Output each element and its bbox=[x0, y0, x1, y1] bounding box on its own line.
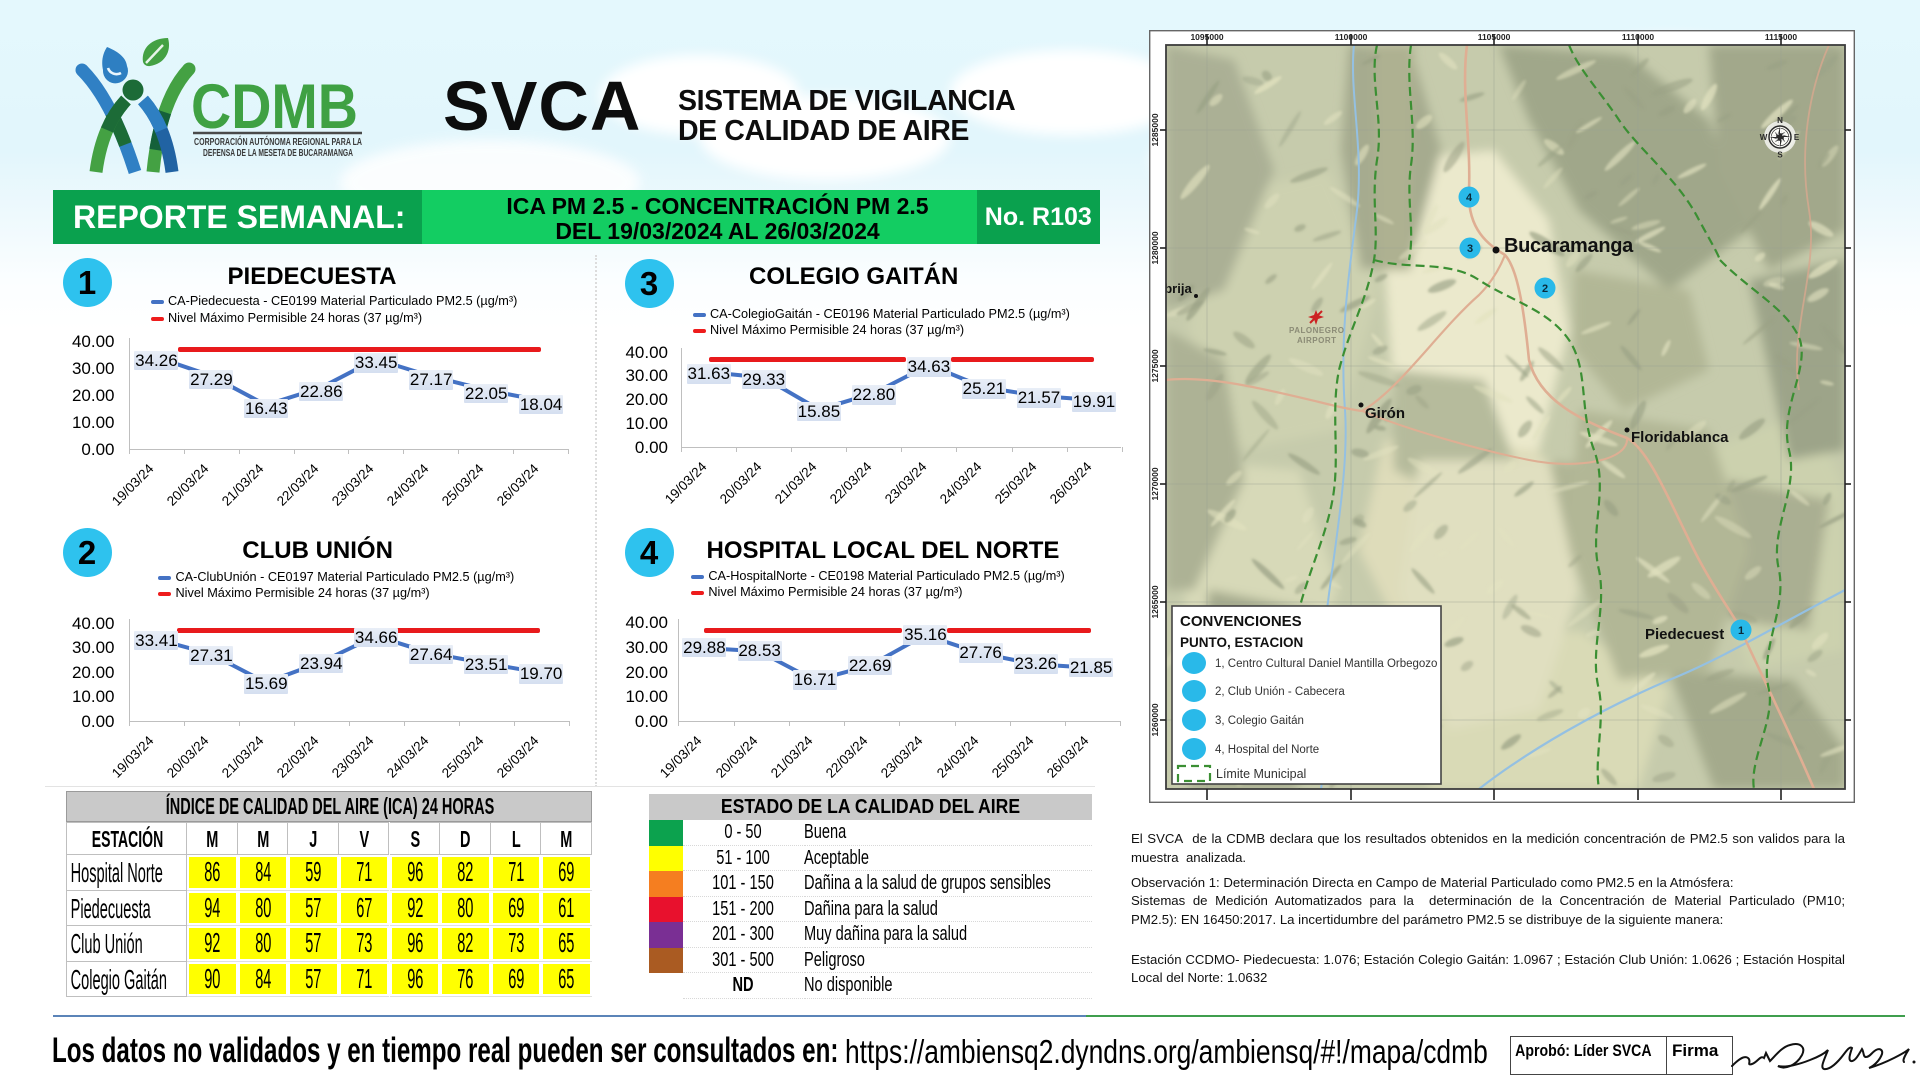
svg-text:CDMB: CDMB bbox=[191, 72, 358, 142]
svg-text:1275000: 1275000 bbox=[1150, 349, 1160, 382]
svg-text:2, Club Unión - Cabecera: 2, Club Unión - Cabecera bbox=[1215, 686, 1345, 698]
svg-text:1280000: 1280000 bbox=[1150, 231, 1160, 264]
svg-text:Girón: Girón bbox=[1365, 405, 1405, 422]
svg-text:PUNTO, ESTACION: PUNTO, ESTACION bbox=[1180, 635, 1303, 650]
svg-text:S: S bbox=[1777, 151, 1783, 160]
svg-text:Floridablanca: Floridablanca bbox=[1631, 429, 1729, 446]
svg-text:4: 4 bbox=[1466, 192, 1473, 204]
svg-text:DEFENSA DE LA MESETA DE BUCARA: DEFENSA DE LA MESETA DE BUCARAMANGA bbox=[203, 147, 353, 159]
svg-text:1: 1 bbox=[1738, 625, 1744, 637]
svg-text:E: E bbox=[1794, 133, 1800, 142]
svg-text:3: 3 bbox=[1467, 243, 1473, 255]
svg-text:Límite Municipal: Límite Municipal bbox=[1216, 767, 1306, 781]
svg-text:1265000: 1265000 bbox=[1150, 585, 1160, 618]
svg-text:3, Colegio Gaitán: 3, Colegio Gaitán bbox=[1215, 715, 1304, 727]
svg-text:PALONEGRO: PALONEGRO bbox=[1289, 326, 1344, 335]
svg-text:ebrija: ebrija bbox=[1157, 281, 1192, 296]
svg-text:Piedecuest: Piedecuest bbox=[1645, 626, 1724, 643]
svg-text:1270000: 1270000 bbox=[1150, 467, 1160, 500]
svg-text:1285000: 1285000 bbox=[1150, 113, 1160, 146]
svg-text:W: W bbox=[1760, 133, 1768, 142]
svg-text:Bucaramanga: Bucaramanga bbox=[1504, 235, 1634, 257]
svg-text:CORPORACIÓN AUTÓNOMA REGIONAL: CORPORACIÓN AUTÓNOMA REGIONAL PARA LA bbox=[194, 135, 362, 148]
svg-text:1, Centro Cultural Daniel Mant: 1, Centro Cultural Daniel Mantilla Orbeg… bbox=[1215, 658, 1437, 670]
svg-text:AIRPORT: AIRPORT bbox=[1297, 336, 1337, 345]
svg-text:1260000: 1260000 bbox=[1150, 703, 1160, 736]
svg-text:2: 2 bbox=[1542, 283, 1548, 295]
svg-text:N: N bbox=[1777, 116, 1783, 125]
svg-text:CONVENCIONES: CONVENCIONES bbox=[1180, 613, 1302, 630]
svg-text:4, Hospital del Norte: 4, Hospital del Norte bbox=[1215, 744, 1319, 756]
